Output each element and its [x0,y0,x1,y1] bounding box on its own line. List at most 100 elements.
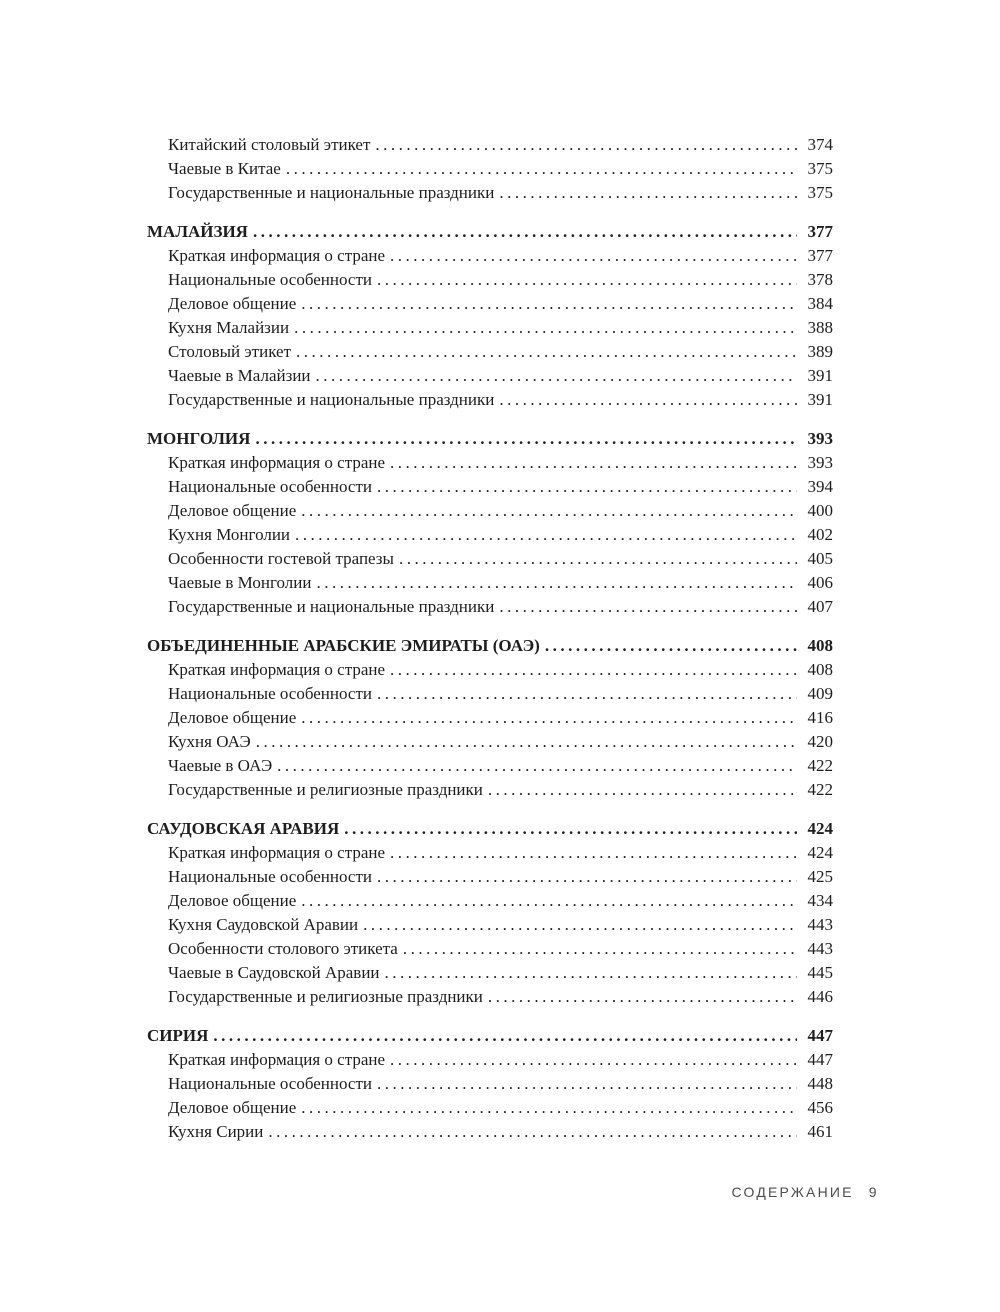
toc-entry-row: Чаевые в Малайзии 391 [147,364,833,388]
toc-page-number: 375 [807,159,834,178]
dot-leader [363,913,797,937]
toc-page-number: 393 [807,429,834,448]
dot-leader [301,1096,797,1120]
toc-entry-row: Краткая информация о стране 447 [147,1048,833,1072]
toc-entry-title: Национальные особенности [168,270,372,289]
toc-entry-title: Деловое общение [168,708,297,727]
toc-entry-title: Краткая информация о стране [168,843,386,862]
toc-entry-title: Деловое общение [168,1098,297,1117]
dot-leader [294,316,797,340]
toc-chapter-row: САУДОВСКАЯ АРАВИЯ 424 [147,817,833,841]
toc-page-number: 384 [807,294,834,313]
toc-entry-title: Столовый этикет [168,342,292,361]
toc-entry-row: Деловое общение 416 [147,706,833,730]
dot-leader [295,523,797,547]
dot-leader [499,388,797,412]
dot-leader [488,778,797,802]
toc-page-number: 424 [807,843,834,862]
toc-entry-title: Государственные и национальные праздники [168,597,495,616]
toc-entry-row: Краткая информация о стране 424 [147,841,833,865]
dot-leader [213,1024,797,1048]
dot-leader [277,754,797,778]
toc-page-number: 408 [807,660,834,679]
toc-entry-row: Деловое общение 400 [147,499,833,523]
dot-leader [390,451,797,475]
toc-chapter-title: ОБЪЕДИНЕННЫЕ АРАБСКИЕ ЭМИРАТЫ (ОАЭ) [147,636,540,655]
dot-leader [301,706,797,730]
toc-page-number: 400 [807,501,834,520]
toc-entry-title: Государственные и религиозные праздники [168,780,483,799]
toc-entry-row: Особенности гостевой трапезы 405 [147,547,833,571]
toc-entry-row: Национальные особенности 425 [147,865,833,889]
dot-leader [377,865,797,889]
toc-entry-row: Краткая информация о стране 408 [147,658,833,682]
toc-entry-row: Национальные особенности 378 [147,268,833,292]
dot-leader [390,1048,797,1072]
toc-entry-row: Кухня ОАЭ 420 [147,730,833,754]
toc-entry-title: Деловое общение [168,891,297,910]
dot-leader [399,547,797,571]
toc-entry-row: Национальные особенности 394 [147,475,833,499]
toc-page-number: 422 [807,780,834,799]
toc-chapter-row: ОБЪЕДИНЕННЫЕ АРАБСКИЕ ЭМИРАТЫ (ОАЭ) 408 [147,634,833,658]
dot-leader [377,682,797,706]
toc-page-number: 443 [807,915,834,934]
toc-entry-title: Кухня ОАЭ [168,732,251,751]
toc-page-number: 374 [807,135,834,154]
toc-page-number: 447 [807,1050,834,1069]
toc-entry-title: Деловое общение [168,294,297,313]
toc-entry-row: Деловое общение 384 [147,292,833,316]
dot-leader [390,658,797,682]
toc-chapter-title: СИРИЯ [147,1026,209,1045]
toc-page-number: 443 [807,939,834,958]
toc-entry-title: Чаевые в Китае [168,159,281,178]
toc-entry-row: Деловое общение 456 [147,1096,833,1120]
toc-entry-title: Краткая информация о стране [168,1050,386,1069]
dot-leader [545,634,797,658]
toc-entry-row: Национальные особенности 409 [147,682,833,706]
dot-leader [301,499,797,523]
toc-chapter-title: САУДОВСКАЯ АРАВИЯ [147,819,340,838]
toc-entry-title: Чаевые в Малайзии [168,366,311,385]
toc-entry-row: Государственные и национальные праздники… [147,388,833,412]
toc-entry-title: Китайский столовый этикет [168,135,371,154]
toc-entry-row: Чаевые в Китае 375 [147,157,833,181]
toc-page-number: 377 [807,222,834,241]
toc-entry-row: Кухня Саудовской Аравии 443 [147,913,833,937]
toc-page-number: 448 [807,1074,834,1093]
toc-entry-title: Кухня Саудовской Аравии [168,915,359,934]
toc-entry-title: Краткая информация о стране [168,246,386,265]
toc-entry-title: Деловое общение [168,501,297,520]
dot-leader [301,292,797,316]
toc-entry-row: Чаевые в Саудовской Аравии 445 [147,961,833,985]
toc-page-number: 405 [807,549,834,568]
toc-page-number: 388 [807,318,834,337]
toc-entry-row: Китайский столовый этикет 374 [147,133,833,157]
toc-entry-row: Краткая информация о стране 393 [147,451,833,475]
toc-entry-title: Кухня Монголии [168,525,291,544]
toc-entry-title: Национальные особенности [168,867,372,886]
toc-page-number: 424 [807,819,834,838]
footer-page-number: 9 [868,1184,877,1200]
dot-leader [377,268,797,292]
toc-entry-title: Краткая информация о стране [168,453,386,472]
toc-page-number: 447 [807,1026,834,1045]
dot-leader [499,181,797,205]
toc-chapter-row: МОНГОЛИЯ 393 [147,427,833,451]
dot-leader [296,340,797,364]
dot-leader [390,841,797,865]
toc-entry-title: Чаевые в Саудовской Аравии [168,963,380,982]
dot-leader [301,889,797,913]
dot-leader [256,730,797,754]
toc-page-number: 446 [807,987,834,1006]
page-footer: СОДЕРЖАНИЕ 9 [732,1183,877,1201]
toc-page-number: 391 [807,390,834,409]
toc-page-number: 456 [807,1098,834,1117]
dot-leader [316,364,797,388]
toc-page-number: 377 [807,246,834,265]
dot-leader [255,427,797,451]
toc-entry-row: Государственные и национальные праздники… [147,181,833,205]
toc-entry-title: Государственные и национальные праздники [168,183,495,202]
toc-entry-title: Национальные особенности [168,477,372,496]
toc-entry-title: Чаевые в ОАЭ [168,756,273,775]
